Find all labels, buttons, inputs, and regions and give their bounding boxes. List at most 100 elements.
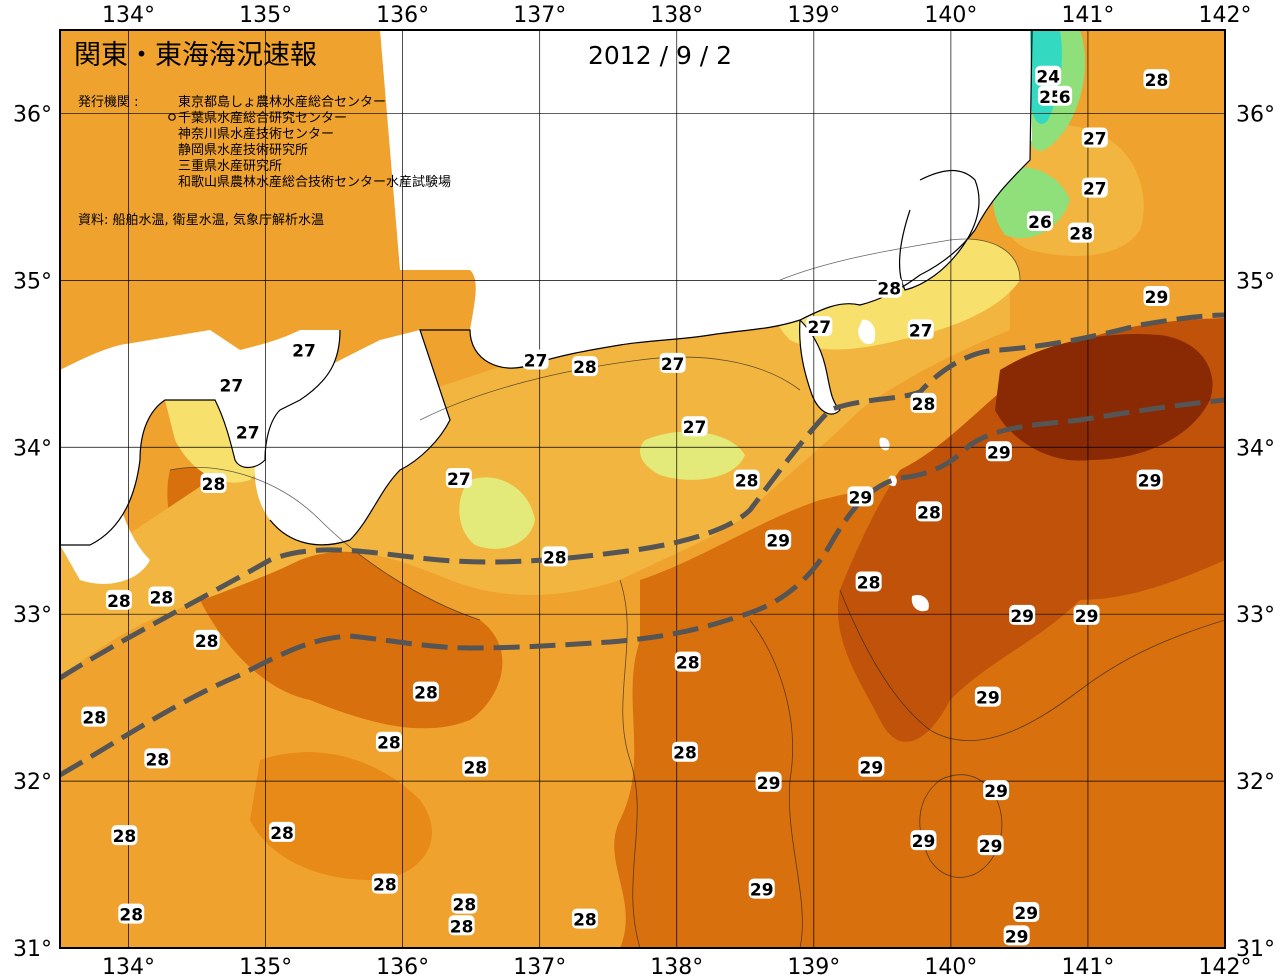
sst-label-bg [269,821,296,842]
land-honshu-central [380,30,1030,369]
zone-26-yellow-blob [459,477,535,549]
land-oshima-island [858,319,876,345]
land-hachijo-island [911,594,929,612]
longitude-label: 142° [1199,3,1252,28]
sst-value: 28 [877,280,901,300]
sst-label-bg [218,374,245,395]
sst-value: 28 [373,876,397,896]
sst-value: 29 [1005,927,1029,947]
sst-value: 28 [202,475,226,495]
longitude-label: 138° [650,3,703,28]
sst-value: 29 [1014,904,1038,924]
sst-label-bg [1026,210,1053,231]
sst-label-bg [674,651,701,672]
longitude-labels-bottom: 134° 135° 136° 137° 138° 139° 140° 141° 142° [102,955,1251,980]
sst-value: 29 [912,832,936,852]
longitude-label: 135° [239,955,292,980]
sst-value: 28 [463,759,487,779]
sst-value: 28 [573,358,597,378]
sst-value: 28 [414,684,438,704]
land-kii-peninsula [254,330,450,545]
latitude-label: 36° [13,102,52,127]
sst-value: 29 [1075,607,1099,627]
longitude-label: 137° [513,955,566,980]
latitude-labels-left: 36° 35° 34° 33° 32° 31° [13,102,52,962]
sst-label-bg [1143,286,1170,307]
sst-label-bg [671,741,698,762]
kuroshio-front-north [60,312,1225,681]
sst-label-bg [748,878,775,899]
sst-label-bg [371,873,398,894]
sst-label-bg [445,467,472,488]
sst-value: 28 [452,896,476,916]
issuer-2: 千葉県水産総合研究センター [178,110,347,126]
longitude-labels-top: 134° 135° 136° 137° 138° 139° 140° 141° 142° [102,3,1251,28]
latitude-label: 35° [13,269,52,294]
issuer-3: 神奈川県水産技術センター [178,126,334,142]
zone-29-south-west [250,752,432,880]
sst-value: 29 [1010,607,1034,627]
sst-label-bg [118,903,145,924]
sst-value: 27 [219,377,243,397]
kuroshio-front-south [60,397,1225,778]
sst-label-bg [910,392,937,413]
sst-label-bg [1081,177,1108,198]
sst-value: 28 [676,654,700,674]
sst-label-bg [681,416,708,437]
sst-label-bg [755,771,782,792]
sst-label-bg [1081,127,1108,148]
sst-label-bg [876,277,903,298]
sst-value: 29 [976,689,1000,709]
sst-label-bg [234,421,261,442]
sst-label-bg [451,893,478,914]
longitude-label: 139° [787,955,840,980]
sst-label-bg [1009,604,1036,625]
sst-label-bg [765,529,792,550]
sst-label-bg [915,501,942,522]
isotherm-1 [619,579,641,948]
sst-label-bg [522,349,549,370]
sst-label-bg [983,780,1010,801]
sst-label-bg [541,546,568,567]
coastline-izu [799,319,841,415]
latitude-label: 32° [13,770,52,795]
longitude-label: 142° [1199,955,1252,980]
latitude-label: 35° [1236,269,1275,294]
sst-label-bg [907,319,934,340]
sst-value: 27 [661,355,685,375]
sst-label-bg [111,825,138,846]
sst-value: 28 [673,744,697,764]
latitude-label: 31° [1236,937,1275,962]
longitude-label: 138° [650,955,703,980]
sst-value: 27 [236,423,260,443]
sst-label-bg [1068,222,1095,243]
sst-label-bg [81,706,108,727]
sst-value: 28 [270,824,294,844]
sst-value: 29 [849,488,873,508]
sst-label-bg [193,629,220,650]
sst-value: 28 [1069,225,1093,245]
sst-value: 27 [683,418,707,438]
map-date: 2012 / 9 / 2 [588,41,732,70]
sst-value: 29 [757,774,781,794]
sst-value: 27 [524,351,548,371]
longitude-label: 136° [376,955,429,980]
map-title: 関東・東海海況速報 [74,40,317,71]
sst-value: 29 [1138,472,1162,492]
issuer-5: 三重県水産研究所 [178,158,282,174]
latitude-label: 34° [13,436,52,461]
sst-label-bg [571,356,598,377]
sst-label-bg [1013,901,1040,922]
longitude-label: 137° [513,3,566,28]
land-awaji-island [209,345,231,384]
sst-value: 6 [1059,88,1071,108]
sst-value: 29 [766,532,790,552]
land-masses [60,30,1032,612]
header-info: 関東・東海海況速報 2012 / 9 / 2 発行機関 : 東京都島しょ農林水産… [74,40,732,228]
isotherm-7 [779,238,1021,281]
sst-value: 28 [150,588,174,608]
longitude-label: 140° [924,955,977,980]
isotherm-6 [419,356,801,421]
sst-label-bg [375,731,402,752]
coastline [60,30,1033,546]
